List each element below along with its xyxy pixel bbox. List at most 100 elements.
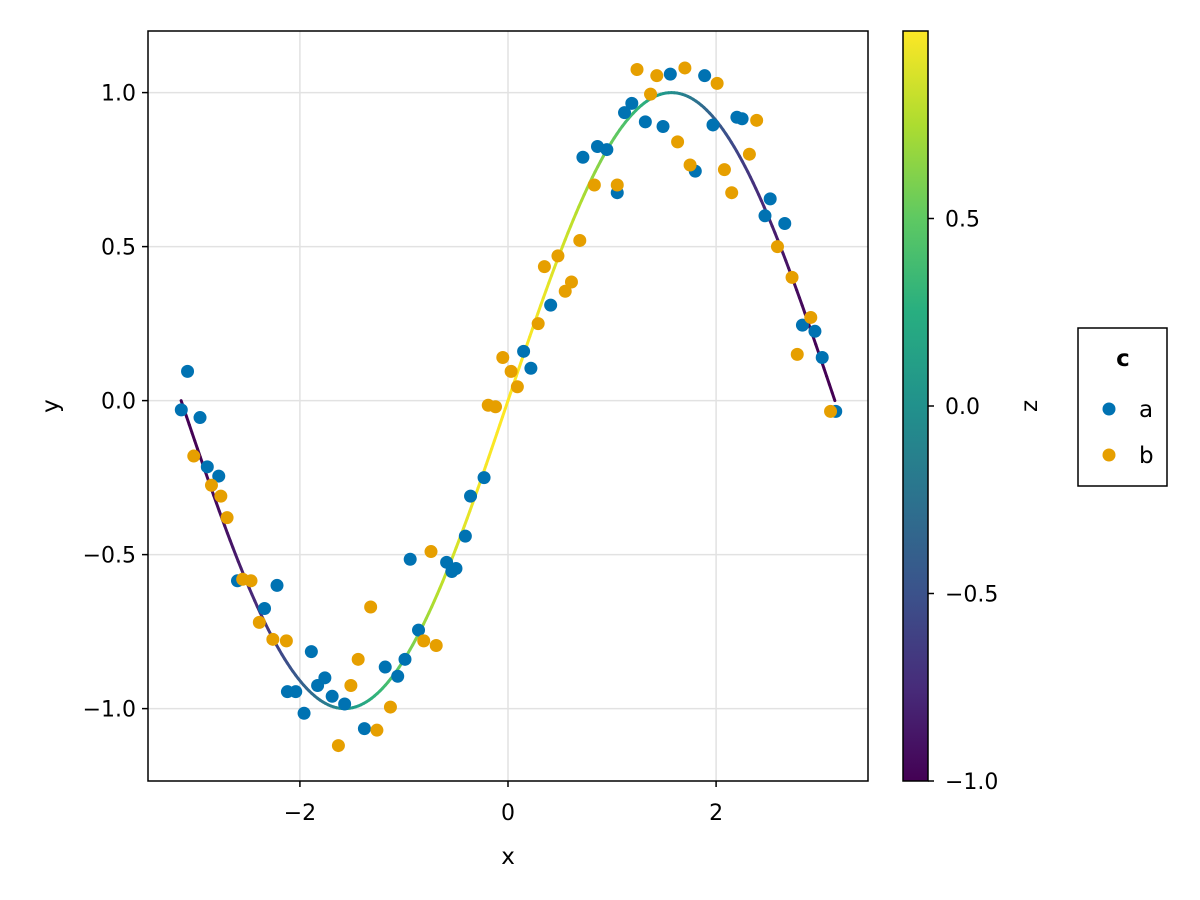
point-b xyxy=(710,76,724,90)
point-b xyxy=(424,545,438,559)
point-b xyxy=(610,178,624,192)
point-a xyxy=(200,460,214,474)
point-a xyxy=(270,578,284,592)
point-b xyxy=(558,284,572,298)
point-b xyxy=(551,249,565,263)
point-b xyxy=(587,178,601,192)
point-b xyxy=(383,700,397,714)
point-a xyxy=(517,344,531,358)
colorbar-tick-label: −0.5 xyxy=(945,583,998,608)
point-a xyxy=(663,67,677,81)
point-a xyxy=(815,350,829,364)
point-b xyxy=(504,364,518,378)
y-tick-label: −0.5 xyxy=(83,544,136,569)
point-b xyxy=(370,723,384,737)
point-b xyxy=(717,163,731,177)
point-a xyxy=(391,669,405,683)
point-a xyxy=(212,469,226,483)
curve-segment xyxy=(830,391,837,403)
point-b xyxy=(331,739,345,753)
point-b xyxy=(266,632,280,646)
point-b xyxy=(804,310,818,324)
point-a xyxy=(763,192,777,206)
colorbar-tick-label: 0.5 xyxy=(945,208,980,233)
point-a xyxy=(706,118,720,132)
point-b xyxy=(489,400,503,414)
point-a xyxy=(795,318,809,332)
point-a xyxy=(698,69,712,83)
point-a xyxy=(378,660,392,674)
colorbar-title: z xyxy=(1017,400,1043,412)
point-b xyxy=(671,135,685,149)
y-tick-label: −1.0 xyxy=(83,698,136,723)
point-a xyxy=(449,561,463,575)
y-tick-label: 1.0 xyxy=(101,82,136,107)
point-b xyxy=(790,347,804,361)
point-a xyxy=(193,411,207,425)
legend-label-b: b xyxy=(1139,443,1154,469)
point-b xyxy=(650,69,664,83)
colorbar-ticks: −1.0 −0.5 0.0 0.5 xyxy=(928,208,998,795)
point-a xyxy=(656,119,670,133)
x-tick-label: 0 xyxy=(501,801,515,826)
point-b xyxy=(725,186,739,200)
point-a xyxy=(638,115,652,129)
point-b xyxy=(630,63,644,77)
point-b xyxy=(531,317,545,331)
point-a xyxy=(412,623,426,637)
legend-marker-b xyxy=(1102,448,1116,462)
point-b xyxy=(750,113,764,127)
point-b xyxy=(644,87,658,101)
point-b xyxy=(279,634,293,648)
point-b xyxy=(417,634,431,648)
point-b xyxy=(573,233,587,247)
legend-box xyxy=(1077,327,1168,487)
point-a xyxy=(477,471,491,485)
x-axis: −2 0 2 xyxy=(284,781,723,826)
point-b xyxy=(220,511,234,525)
point-b xyxy=(510,380,524,394)
point-b xyxy=(214,489,228,503)
point-a xyxy=(735,112,749,126)
legend-marker-a xyxy=(1102,402,1116,416)
point-b xyxy=(187,449,201,463)
x-axis-title: x xyxy=(501,844,515,870)
point-a xyxy=(625,96,639,110)
point-a xyxy=(181,364,195,378)
point-b xyxy=(252,615,266,629)
point-a xyxy=(318,671,332,685)
point-a xyxy=(304,645,318,659)
point-a xyxy=(778,217,792,231)
point-b xyxy=(683,158,697,172)
y-axis-title: y xyxy=(38,399,64,413)
y-axis: −1.0 −0.5 0.0 0.5 1.0 xyxy=(83,82,148,723)
point-a xyxy=(258,602,272,616)
x-tick-label: 2 xyxy=(709,801,723,826)
point-a xyxy=(338,697,352,711)
scatter-points xyxy=(174,61,843,753)
x-tick-label: −2 xyxy=(284,801,316,826)
point-b xyxy=(564,275,578,289)
point-a xyxy=(600,143,614,157)
point-a xyxy=(464,489,478,503)
colorbar-tick-label: 0.0 xyxy=(945,395,980,420)
point-b xyxy=(344,679,358,693)
point-a xyxy=(544,298,558,312)
point-b xyxy=(429,638,443,652)
point-b xyxy=(770,240,784,254)
colorbar-tick-label: −1.0 xyxy=(945,770,998,795)
gridlines xyxy=(148,31,868,781)
point-b xyxy=(351,652,365,666)
y-tick-label: 0.0 xyxy=(101,390,136,415)
point-a xyxy=(325,689,339,703)
point-a xyxy=(524,361,538,375)
point-a xyxy=(758,209,772,223)
point-b xyxy=(824,404,838,418)
point-a xyxy=(576,150,590,164)
point-b xyxy=(537,260,551,274)
point-a xyxy=(289,685,303,699)
point-a xyxy=(398,652,412,666)
y-tick-label: 0.5 xyxy=(101,236,136,261)
point-b xyxy=(204,478,218,492)
